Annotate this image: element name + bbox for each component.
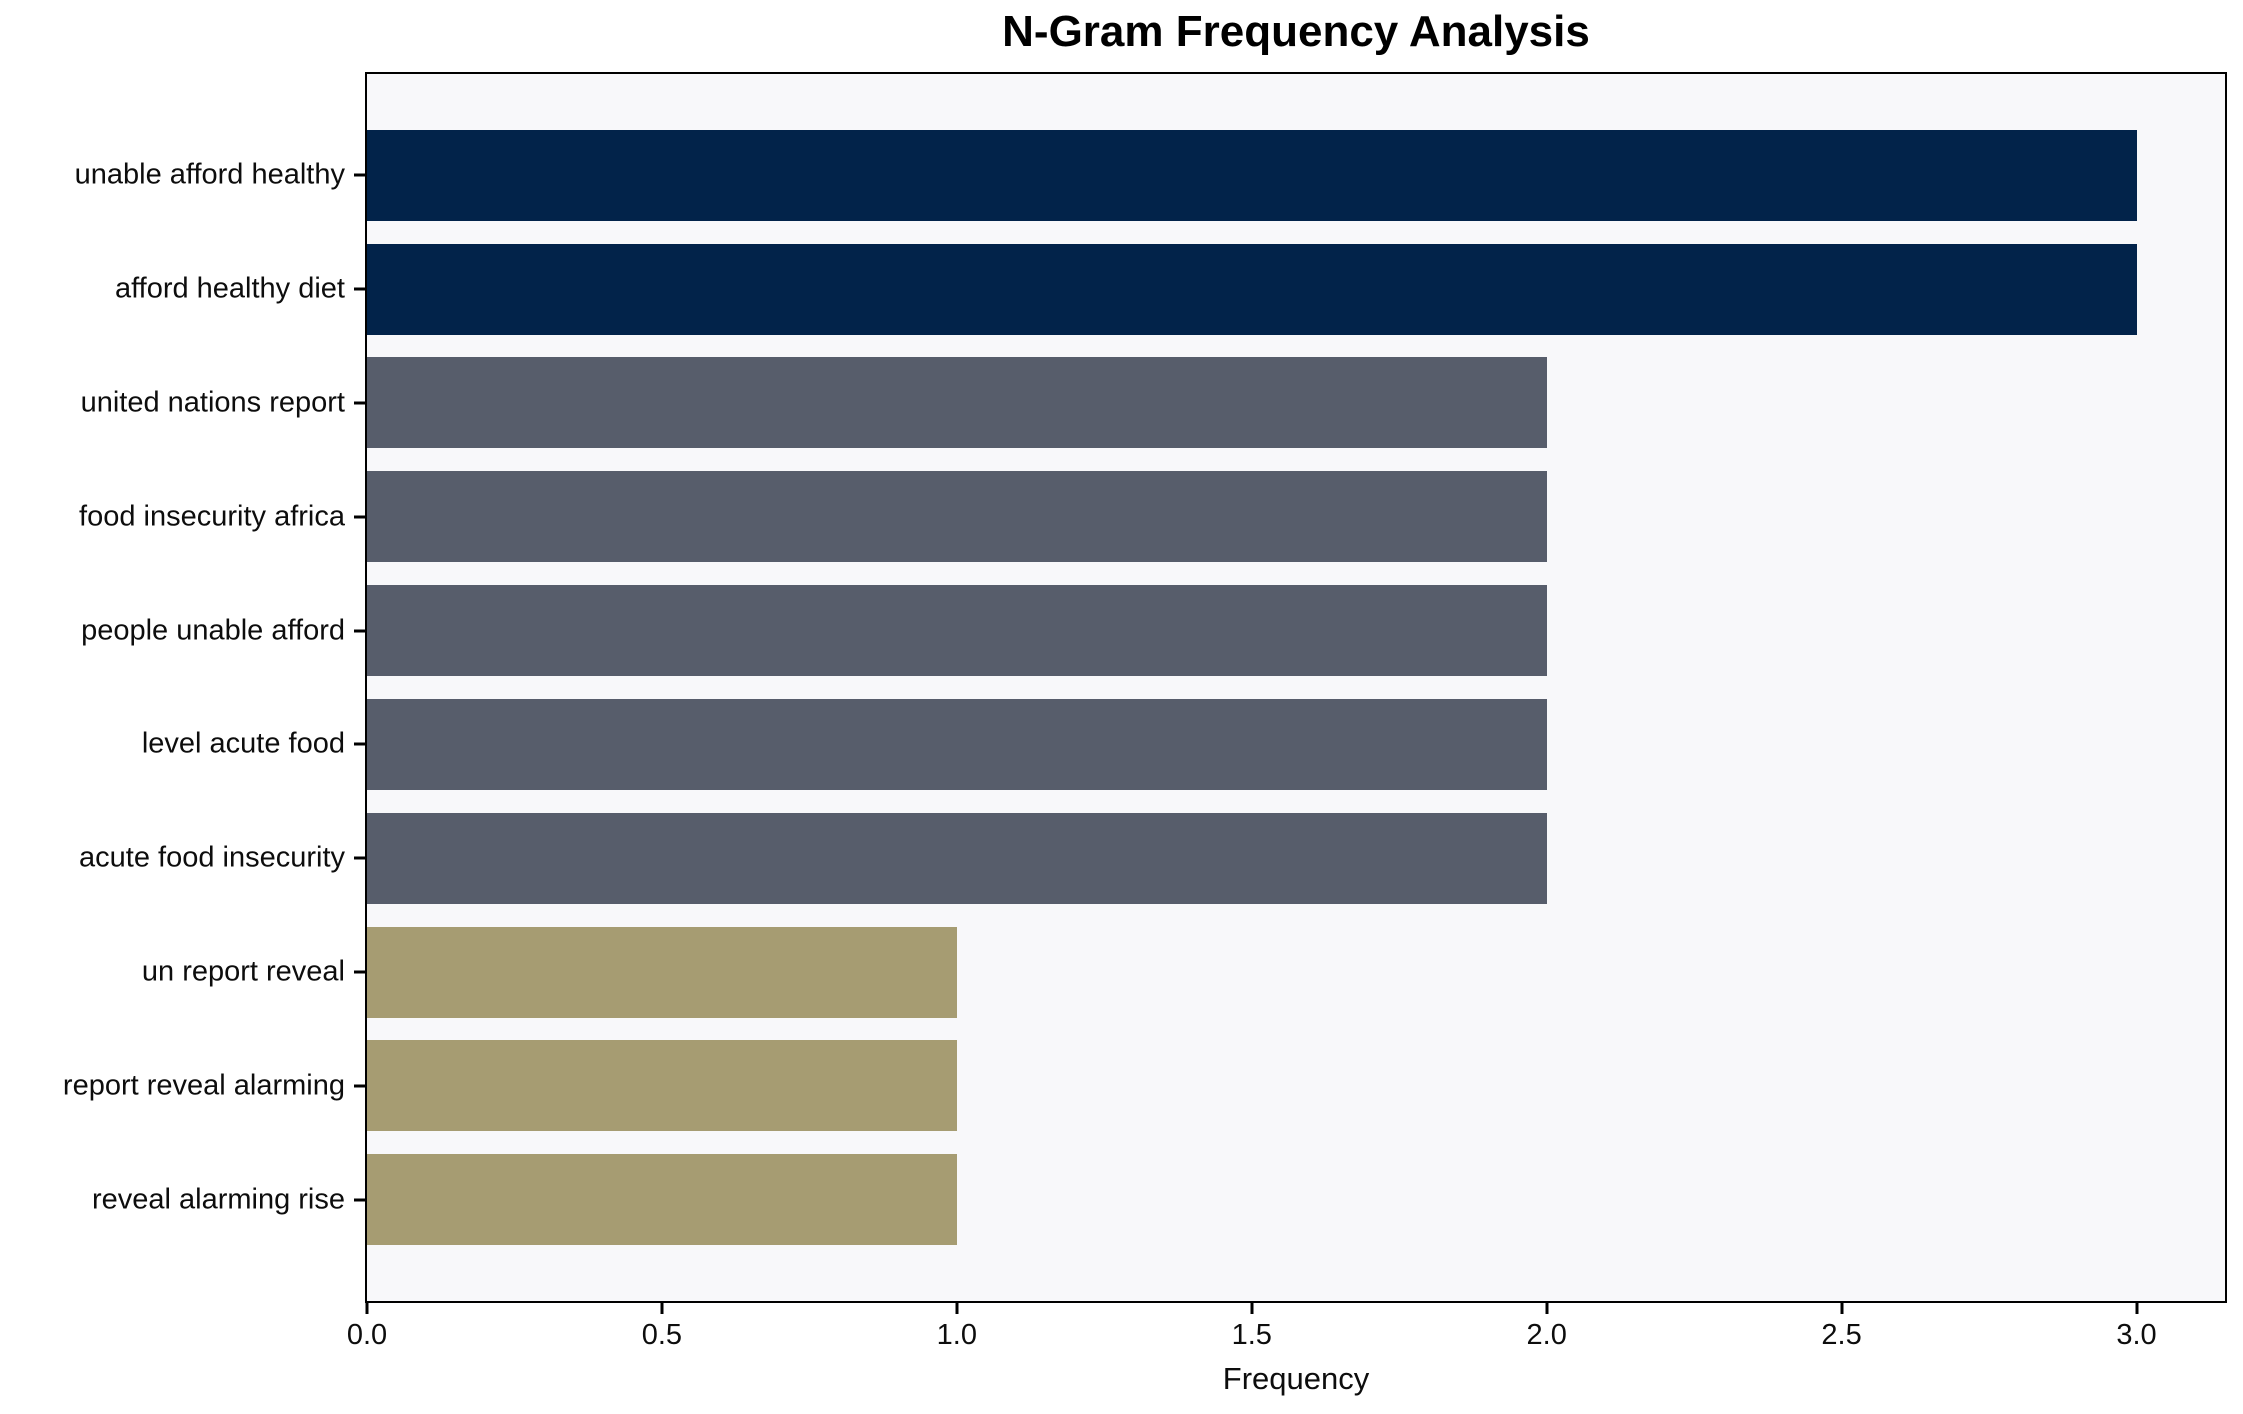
- plot-area: unable afford healthy afford healthy diet…: [63, 72, 2227, 1350]
- bar: [367, 1154, 957, 1246]
- x-tick: [660, 1303, 664, 1314]
- y-tick: [354, 1084, 367, 1088]
- chart-title: N-Gram Frequency Analysis: [1002, 7, 1590, 56]
- x-tick: [955, 1303, 959, 1314]
- bar: [367, 1040, 957, 1132]
- y-tick-label: reveal alarming rise: [91, 1183, 345, 1216]
- y-tick: [354, 742, 367, 746]
- bar: [367, 243, 2137, 335]
- bar: [367, 129, 2137, 221]
- x-tick-label: 2.0: [1526, 1319, 1567, 1351]
- x-tick: [365, 1303, 369, 1314]
- x-tick-label: 3.0: [2116, 1319, 2157, 1351]
- y-tick-label: report reveal alarming: [62, 1069, 345, 1102]
- y-tick-label: un report reveal: [141, 955, 345, 988]
- x-tick-label: 0.0: [346, 1319, 388, 1351]
- bar: [367, 698, 1547, 790]
- y-tick-label: afford healthy diet: [114, 272, 345, 305]
- y-tick: [354, 970, 367, 974]
- x-tick: [2135, 1303, 2139, 1314]
- y-tick-label: unable afford healthy: [74, 158, 345, 191]
- y-tick: [354, 515, 367, 519]
- y-tick: [354, 1198, 367, 1202]
- x-tick-label: 1.0: [936, 1319, 977, 1351]
- y-tick: [354, 856, 367, 860]
- y-tick: [354, 173, 367, 177]
- x-tick-label: 0.5: [641, 1319, 683, 1351]
- y-tick: [354, 629, 367, 633]
- x-tick: [1250, 1303, 1254, 1314]
- bar: [367, 357, 1547, 449]
- bar: [367, 471, 1547, 563]
- bar: [367, 926, 957, 1018]
- x-tick: [1545, 1303, 1549, 1314]
- y-tick: [354, 401, 367, 405]
- y-tick-label: level acute food: [141, 727, 345, 760]
- y-tick-label: food insecurity africa: [79, 500, 345, 533]
- y-tick-label: people unable afford: [81, 614, 345, 647]
- x-tick-label: 2.5: [1821, 1319, 1862, 1351]
- y-tick-label: acute food insecurity: [79, 841, 345, 874]
- x-tick: [1840, 1303, 1844, 1314]
- x-tick-label: 1.5: [1231, 1319, 1272, 1351]
- bar: [367, 585, 1547, 677]
- y-tick-label: united nations report: [80, 386, 345, 419]
- y-tick: [354, 287, 367, 291]
- x-axis-label: Frequency: [1222, 1361, 1370, 1396]
- bar: [367, 812, 1547, 904]
